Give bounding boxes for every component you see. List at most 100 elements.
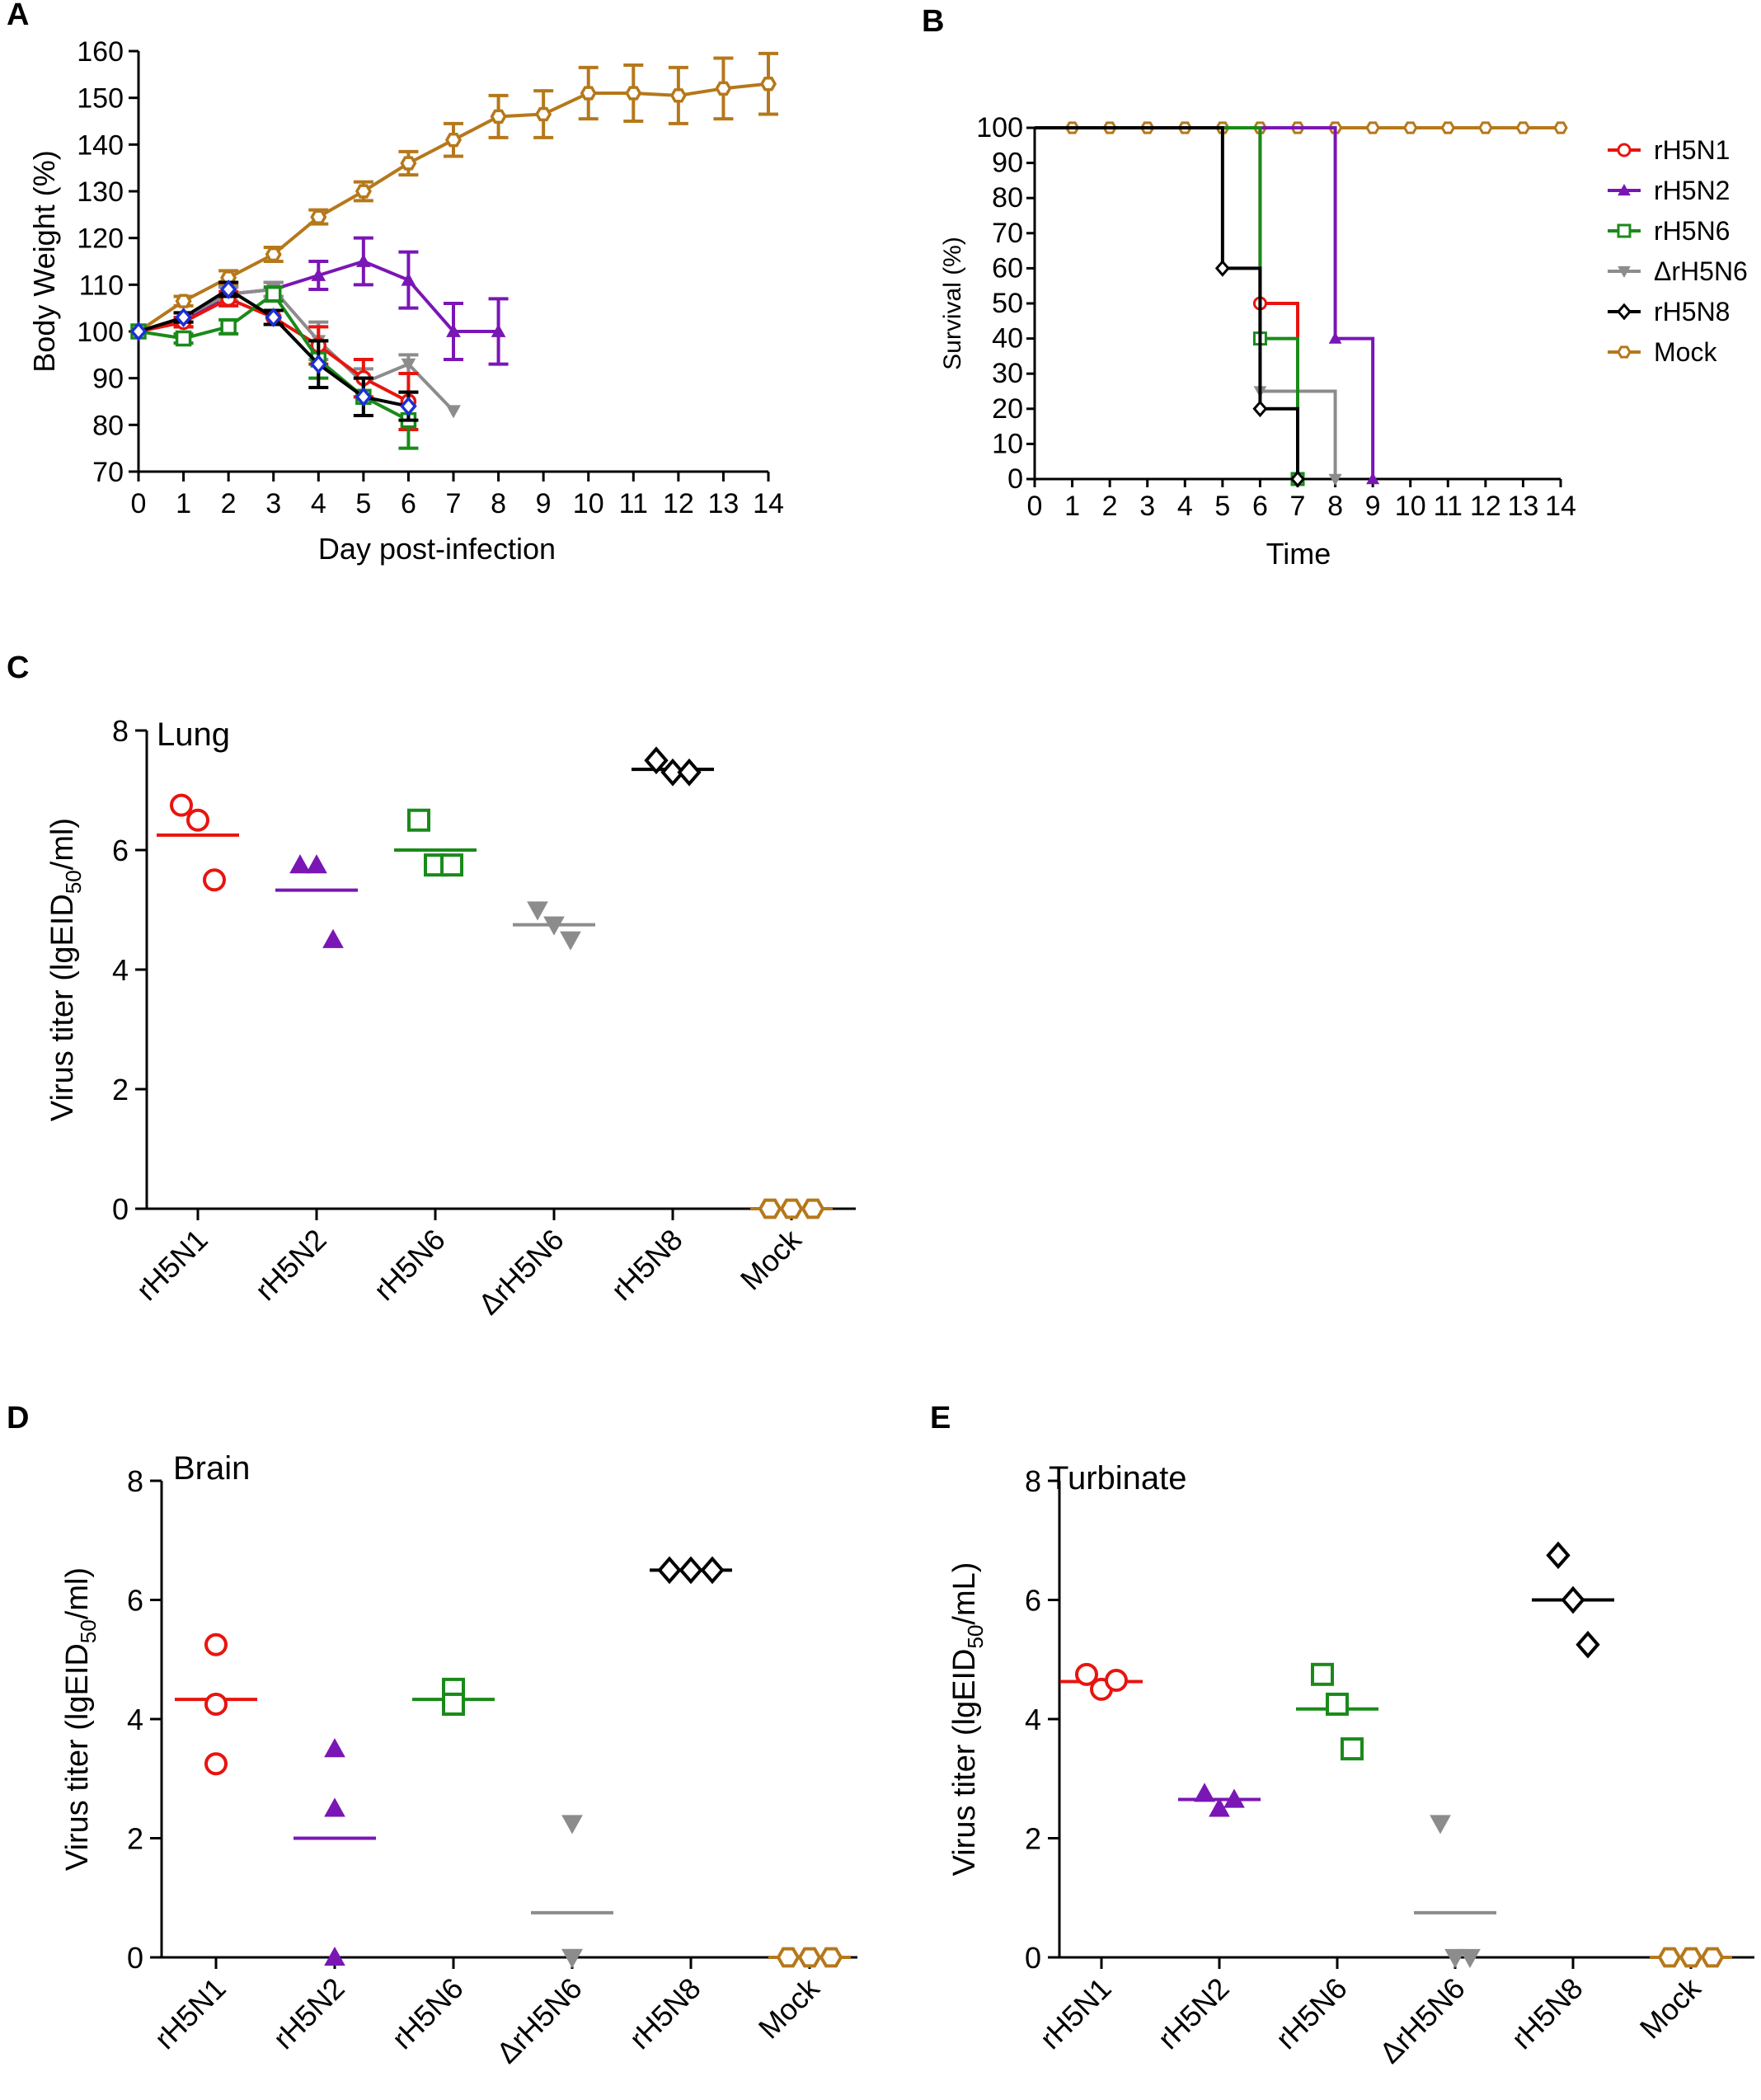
group-d-rH5N6: [412, 1677, 495, 1716]
x-tick-label-b: 0: [1027, 491, 1043, 522]
group-c-rH5N8: [632, 746, 714, 787]
data-point-e: [1459, 1948, 1481, 1969]
x-tick-label-b: 13: [1508, 491, 1539, 522]
x-tick-label-a: 12: [663, 488, 694, 519]
data-point-c: [660, 758, 685, 787]
y-tick-label-d: 0: [127, 1941, 143, 1975]
panel-d: D 0 2 4 6 8 rH5N1 rH5N2 rH5N6 ΔrH5N6 rH5N8 Mock Brai…: [7, 1401, 857, 2069]
data-point-a: [265, 285, 282, 303]
legend-label: rH5N6: [1654, 216, 1730, 246]
data-point-a: [491, 323, 506, 337]
y-tick-label-a: 140: [77, 129, 124, 161]
x-tick-label-c: rH5N1: [129, 1223, 214, 1308]
data-point-a: [444, 132, 463, 148]
data-point-a: [535, 106, 552, 122]
y-tick-label-c: 2: [112, 1073, 129, 1106]
group-c-rH5N2: [275, 854, 358, 948]
data-point-c: [677, 758, 702, 787]
y-tick-label-b: 20: [992, 393, 1023, 425]
y-tick-label-b: 10: [992, 428, 1023, 459]
data-point-a: [401, 358, 416, 372]
x-tick-label-b: 12: [1470, 491, 1501, 522]
y-tick-label-e: 2: [1025, 1822, 1041, 1856]
panel-label-e: E: [930, 1401, 951, 1435]
group-e-drH5N6: [1414, 1815, 1496, 1969]
data-point-c: [644, 746, 669, 775]
y-tick-label-b: 50: [992, 288, 1023, 319]
legend-label: rH5N1: [1654, 135, 1730, 165]
y-tick-label-d: 6: [127, 1584, 143, 1618]
y-tick-label-a: 90: [92, 364, 124, 395]
survival-step-line: [1035, 126, 1375, 479]
inset-title-c: Lung: [157, 716, 230, 753]
x-tick-label-b: 1: [1064, 491, 1080, 522]
x-tick-label-d: rH5N8: [622, 1971, 707, 2056]
data-point-e: [1657, 1947, 1682, 1968]
data-point-a: [400, 156, 417, 171]
x-tick-label-b: 8: [1327, 491, 1343, 522]
data-point-d: [324, 1738, 345, 1758]
y-tick-label-c: 4: [112, 953, 129, 987]
legend-label: Mock: [1654, 337, 1717, 367]
x-tick-label-b: 7: [1290, 491, 1306, 522]
data-point-d: [324, 1797, 345, 1817]
data-point-e: [1105, 1669, 1128, 1693]
data-point-c: [527, 901, 548, 921]
data-point-d: [324, 1946, 345, 1966]
group-d-drH5N6: [531, 1815, 613, 1969]
data-point-d: [657, 1556, 682, 1585]
x-tick-label-a: 13: [708, 488, 740, 519]
data-point-a: [759, 76, 777, 92]
x-tick-label-c: rH5N6: [367, 1223, 452, 1308]
y-axis-title-b: Survival (%): [939, 237, 966, 370]
y-title-main: Virus titer (lgEID: [45, 894, 80, 1121]
data-point-a: [355, 184, 372, 199]
legend-label: rH5N8: [1654, 297, 1730, 327]
data-point-d: [204, 1692, 228, 1716]
y-axis-title-e: Virus titer (lgEID50/mL): [947, 1562, 988, 1877]
x-tick-label-b: 3: [1139, 491, 1155, 522]
x-tick-label-a: 9: [536, 488, 552, 519]
y-tick-label-e: 0: [1025, 1941, 1041, 1975]
data-point-d: [204, 1633, 228, 1656]
group-d-rH5N1: [175, 1633, 257, 1776]
panel-label-d: D: [7, 1401, 29, 1435]
y-title-main: Virus titer (lgEID: [60, 1643, 95, 1871]
data-point-e: [1546, 1541, 1571, 1570]
y-tick-label-a: 80: [92, 410, 124, 441]
survival-step-line: [1035, 126, 1299, 479]
data-point-a: [356, 253, 371, 267]
data-point-c: [543, 916, 565, 936]
y-tick-label-a: 110: [79, 270, 124, 301]
series-a-rH5N8: [129, 280, 419, 422]
data-point-a: [265, 247, 282, 262]
group-e-rH5N1: [1060, 1662, 1143, 1701]
y-tick-label-b: 30: [992, 358, 1023, 389]
y-tick-label-a: 120: [77, 223, 124, 255]
data-point-c: [203, 868, 226, 892]
legend-marker: [1617, 223, 1632, 238]
x-tick-label-a: 3: [265, 488, 281, 519]
x-axis-title-a: Day post-infection: [318, 532, 556, 566]
x-tick-label-a: 14: [753, 488, 784, 519]
data-point-d: [819, 1947, 843, 1968]
legend-label: ΔrH5N6: [1654, 256, 1748, 286]
y-tick-label-c: 0: [112, 1192, 129, 1226]
panel-label-a: A: [7, 0, 29, 32]
y-tick-label-b: 60: [992, 252, 1023, 284]
y-tick-label-a: 160: [77, 36, 124, 68]
x-tick-label-b: 4: [1177, 491, 1193, 522]
data-point-e: [1223, 1788, 1245, 1808]
data-point-c: [289, 854, 311, 874]
series-b-drH5N6: [1035, 126, 1342, 486]
x-tick-label-e: rH5N6: [1269, 1971, 1354, 2056]
data-point-a: [309, 354, 327, 374]
data-point-e: [1341, 1737, 1364, 1761]
data-point-a: [669, 88, 687, 103]
data-point-d: [561, 1948, 583, 1969]
x-tick-label-b: 10: [1395, 491, 1426, 522]
y-title-end: /ml): [60, 1567, 95, 1619]
